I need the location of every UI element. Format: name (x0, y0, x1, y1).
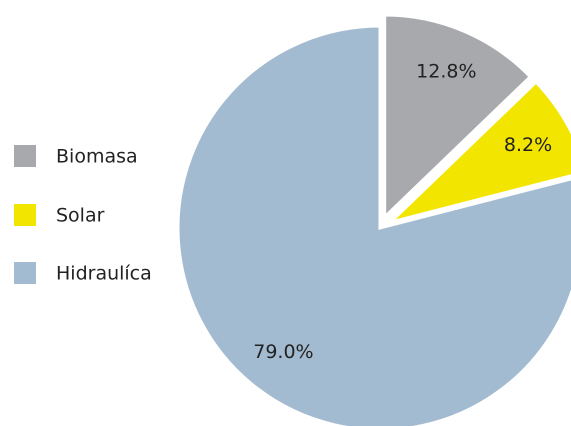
pie-slice (383, 13, 533, 221)
slice-label: 79.0% (253, 341, 313, 363)
legend-swatch (14, 262, 36, 284)
legend-label: Biomasa (56, 146, 138, 168)
pie-slice (385, 79, 571, 226)
legend-swatch (14, 145, 36, 167)
pie-slice (176, 24, 571, 426)
legend-swatch (14, 204, 36, 226)
slice-label: 12.8% (416, 60, 476, 82)
slice-label: 8.2% (504, 134, 552, 156)
legend-label: Solar (56, 205, 105, 227)
legend-label: Hidraulíca (56, 263, 152, 285)
